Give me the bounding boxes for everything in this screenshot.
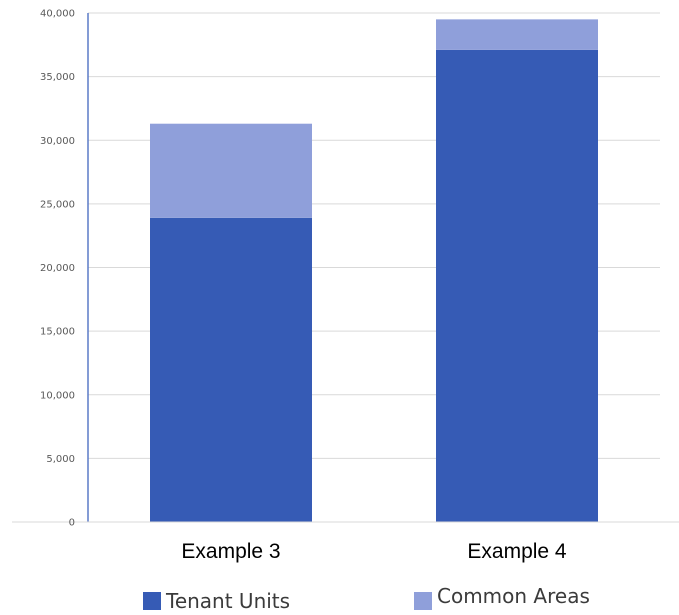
bar-common-areas-example-3 [150, 123, 312, 218]
y-tick-label: 35,000 [40, 72, 75, 83]
y-tick-label: 10,000 [40, 390, 75, 401]
legend-label: Tenant Units [165, 589, 290, 613]
bar-common-areas-example-4 [436, 19, 598, 50]
y-tick-label: 30,000 [40, 136, 75, 147]
y-tick-label: 5,000 [46, 454, 75, 465]
bar-tenant-units-example-3 [150, 217, 312, 522]
x-category-labels: Example 3 Example 4 [181, 540, 567, 563]
x-category-label: Example 4 [467, 540, 567, 563]
bar-tenant-units-example-4 [436, 49, 598, 523]
y-tick-label: 20,000 [40, 263, 75, 274]
y-tick-label: 40,000 [40, 9, 75, 20]
legend: Tenant Units Common Areas [143, 584, 590, 613]
bars [150, 19, 598, 523]
y-tick-label: 25,000 [40, 199, 75, 210]
x-category-label: Example 3 [181, 540, 280, 563]
legend-swatch [414, 592, 432, 610]
y-tick-label: 15,000 [40, 327, 75, 338]
legend-swatch [143, 592, 161, 610]
y-tick-labels: 0 5,000 10,000 15,000 20,000 25,000 30,000 35,0… [40, 9, 75, 529]
axes [12, 13, 679, 523]
y-tick-label: 0 [69, 518, 75, 529]
legend-label: Common Areas [437, 584, 590, 608]
